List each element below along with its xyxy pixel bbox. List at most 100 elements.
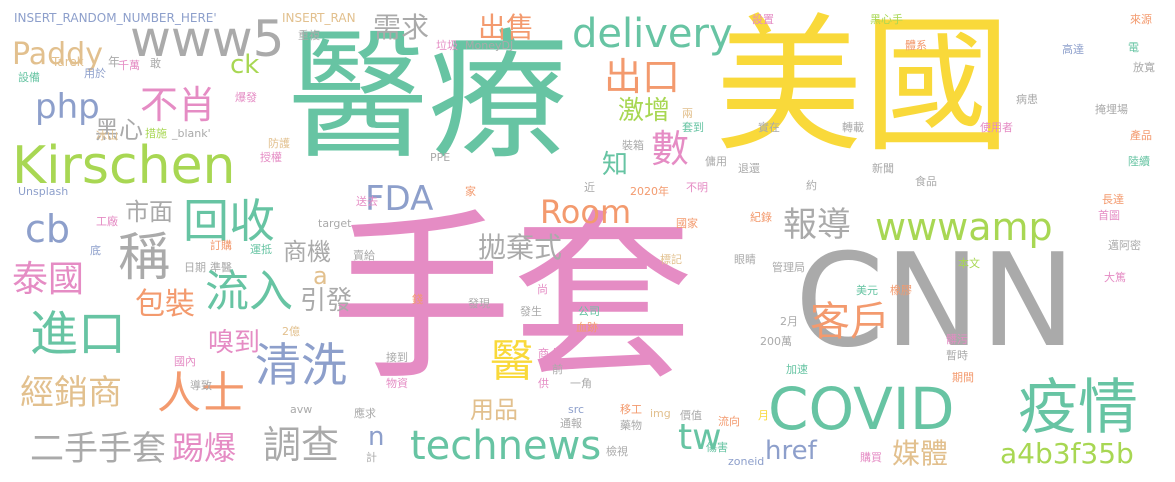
word: INSERT_RAN — [282, 11, 356, 25]
word: 指出 — [385, 261, 407, 274]
word: 來源 — [1130, 13, 1152, 26]
word: Tarek — [52, 55, 84, 69]
word: 應求 — [354, 407, 376, 420]
word: 不肖 — [140, 83, 217, 127]
word: 傭用 — [705, 155, 727, 168]
word: 通報 — [560, 417, 582, 430]
word: 客戶 — [810, 299, 890, 345]
word: cb — [25, 207, 71, 251]
word: 家 — [465, 185, 476, 198]
word: 發現 — [468, 297, 490, 310]
word: 放寬 — [1133, 61, 1155, 74]
word: avw — [290, 403, 313, 416]
word: 黑心 — [95, 116, 143, 144]
word: 市面 — [125, 198, 173, 226]
word: 手套 — [330, 193, 694, 405]
word: 設備 — [18, 71, 40, 84]
word: 工廠 — [96, 215, 118, 228]
word: 美元 — [856, 284, 878, 297]
word: 流向 — [718, 415, 740, 428]
word: 高達 — [1062, 43, 1084, 56]
word: 措施 — [145, 127, 167, 140]
word: 200萬 — [760, 335, 792, 348]
word: 垃圾 — [436, 39, 458, 52]
word: 陸續 — [1128, 155, 1150, 168]
word: 錢 — [412, 293, 423, 306]
word: 冰山 — [96, 129, 118, 142]
word: Room — [540, 193, 632, 231]
word: a4b3f35b — [1000, 437, 1134, 470]
word: 人士 — [157, 368, 245, 419]
word: 實在 — [758, 121, 780, 134]
word: 公司 — [578, 305, 600, 318]
word: php — [35, 87, 100, 127]
word: 引發 — [300, 286, 353, 316]
word: 防護 — [268, 137, 290, 150]
word: 商人 — [538, 347, 560, 360]
word: 發生 — [520, 305, 542, 318]
word: 長達 — [1102, 193, 1124, 206]
word: Unsplash — [18, 185, 69, 198]
word: 美國 — [715, 0, 1011, 172]
word: COVID — [768, 375, 955, 443]
word: 加速 — [786, 363, 808, 376]
word: www5 — [130, 10, 285, 68]
word: FDA — [365, 179, 434, 219]
word: 醫療 — [288, 16, 569, 179]
word: 2020年 — [630, 185, 669, 198]
word: 供 — [538, 377, 549, 390]
word: 黑心手 — [870, 13, 903, 26]
word: 知 — [602, 150, 629, 180]
word: 購買 — [860, 451, 882, 464]
word: 底 — [90, 244, 101, 257]
word: 體系 — [905, 39, 927, 52]
word: target — [318, 217, 352, 230]
word: 泰國 — [12, 259, 85, 300]
word: 大篤 — [1104, 271, 1126, 284]
word: INSERT_RANDOM_NUMBER_HERE' — [14, 11, 217, 25]
word: 血跡 — [576, 321, 598, 334]
word: 訂購 — [210, 239, 232, 252]
word: 紀錄 — [750, 211, 772, 224]
word: 授權 — [260, 151, 282, 164]
word: 移工 — [620, 403, 642, 416]
word: 裝箱 — [622, 139, 644, 152]
word: 轉載 — [842, 121, 864, 134]
word: 流入 — [205, 266, 293, 317]
word: PPE — [430, 151, 451, 164]
word: 千萬 — [118, 59, 140, 72]
word: 橡膠 — [890, 284, 912, 297]
word: a — [313, 262, 328, 290]
word: href — [765, 436, 817, 466]
word: n — [368, 422, 385, 452]
word: 髒污 — [946, 333, 968, 346]
word: 用於 — [84, 67, 106, 80]
word: zoneid — [728, 455, 765, 468]
word: 眼睛 — [734, 253, 756, 266]
word: 電 — [1128, 41, 1139, 54]
word: 物資 — [386, 377, 408, 390]
word: 國內 — [174, 355, 196, 368]
word: tw — [678, 417, 722, 458]
word: 媒體 — [892, 437, 949, 470]
word: 2億 — [282, 325, 300, 338]
word: 本文 — [958, 257, 980, 270]
word: 價值 — [680, 409, 702, 422]
word: 激增 — [618, 96, 671, 126]
word: src — [568, 403, 585, 416]
word: 出售 — [478, 11, 535, 44]
word: 賣給 — [353, 249, 375, 262]
word: ck — [230, 50, 260, 80]
word: 爆發 — [235, 91, 257, 104]
word: 準醫 — [210, 261, 232, 274]
word: wwwamp — [875, 205, 1053, 249]
word: 近 — [584, 181, 595, 194]
word: 包裝 — [135, 287, 195, 322]
word: 踢爆 — [172, 429, 237, 467]
word: MoneyDJ — [465, 39, 514, 52]
word: 運抵 — [250, 243, 272, 256]
word: 導致 — [190, 379, 212, 392]
word: 數 — [651, 127, 690, 171]
word: 出口 — [604, 55, 681, 99]
